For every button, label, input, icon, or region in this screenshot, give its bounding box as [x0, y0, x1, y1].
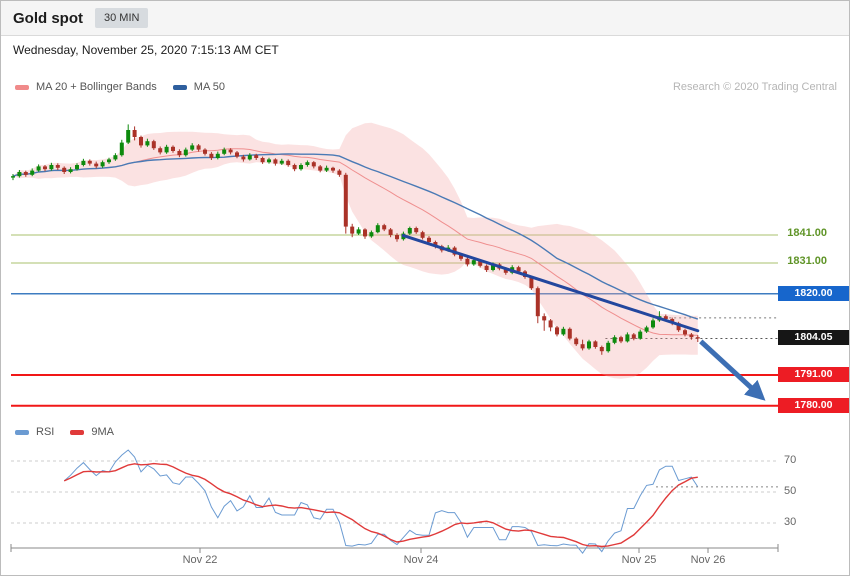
ma50-swatch-icon — [172, 84, 187, 90]
forecast-arrow — [699, 339, 766, 401]
rsi-panel — [11, 449, 778, 555]
overlay-legend: MA 20 + Bollinger Bands MA 50 Research ©… — [15, 81, 837, 93]
rsi-ma-swatch-icon — [70, 429, 85, 435]
candlestick-series — [11, 124, 700, 355]
timeframe-badge: 30 MIN — [95, 8, 149, 28]
ma50-label: MA 50 — [193, 81, 225, 93]
bollinger-band-area — [13, 122, 698, 379]
ma20-bollinger-swatch-icon — [15, 84, 29, 90]
chart-timestamp: Wednesday, November 25, 2020 7:15:13 AM … — [13, 43, 279, 57]
titlebar: Gold spot 30 MIN — [1, 1, 849, 36]
rsi-swatch-icon — [15, 429, 29, 435]
time-axis — [10, 544, 779, 553]
rsi-ma-label: 9MA — [91, 426, 114, 438]
trend-annotations — [401, 234, 766, 401]
rsi-label: RSI — [36, 426, 55, 438]
downtrend-line — [401, 234, 700, 333]
ma20-bollinger-label: MA 20 + Bollinger Bands — [36, 81, 157, 93]
copyright-text: Research © 2020 Trading Central — [672, 81, 837, 93]
instrument-name: Gold spot — [13, 9, 83, 27]
rsi-legend: RSI 9MA — [15, 426, 130, 438]
